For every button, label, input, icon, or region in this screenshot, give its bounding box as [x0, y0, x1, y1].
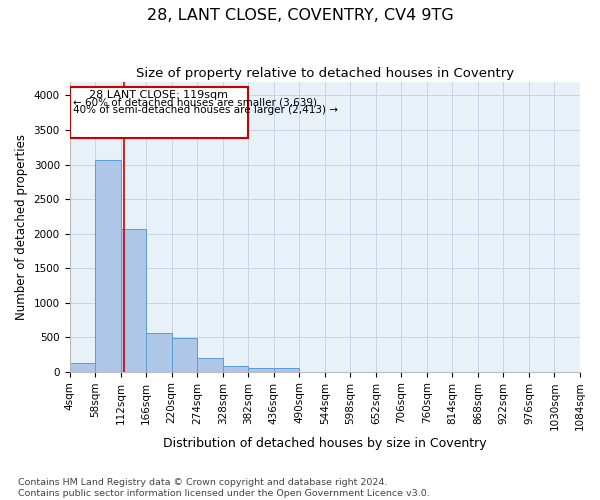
- Y-axis label: Number of detached properties: Number of detached properties: [15, 134, 28, 320]
- Bar: [274, 368, 299, 372]
- Bar: [70, 86, 248, 139]
- Bar: [121, 230, 146, 372]
- Bar: [248, 368, 274, 372]
- Text: 28, LANT CLOSE, COVENTRY, CV4 9TG: 28, LANT CLOSE, COVENTRY, CV4 9TG: [146, 8, 454, 22]
- X-axis label: Distribution of detached houses by size in Coventry: Distribution of detached houses by size …: [163, 437, 487, 450]
- Text: 40% of semi-detached houses are larger (2,413) →: 40% of semi-detached houses are larger (…: [73, 105, 338, 115]
- Text: Contains HM Land Registry data © Crown copyright and database right 2024.
Contai: Contains HM Land Registry data © Crown c…: [18, 478, 430, 498]
- Bar: [223, 366, 248, 372]
- Bar: [146, 332, 172, 372]
- Text: ← 60% of detached houses are smaller (3,639): ← 60% of detached houses are smaller (3,…: [73, 97, 317, 107]
- Text: 28 LANT CLOSE: 119sqm: 28 LANT CLOSE: 119sqm: [89, 90, 229, 100]
- Bar: [95, 160, 121, 372]
- Title: Size of property relative to detached houses in Coventry: Size of property relative to detached ho…: [136, 68, 514, 80]
- Bar: [172, 338, 197, 372]
- Bar: [197, 358, 223, 372]
- Bar: [70, 362, 95, 372]
